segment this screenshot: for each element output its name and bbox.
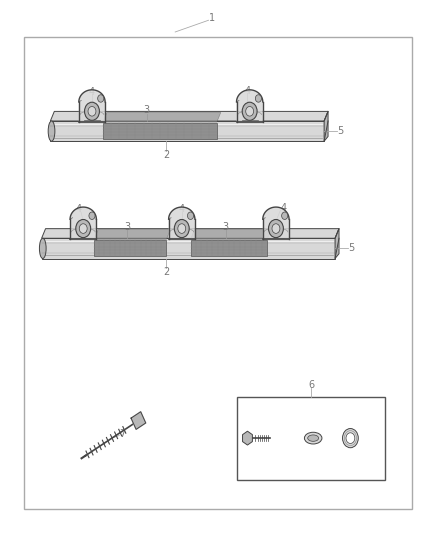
Text: 4: 4 — [179, 204, 185, 214]
Text: 2: 2 — [163, 267, 170, 277]
Circle shape — [174, 220, 189, 238]
Text: 4: 4 — [281, 203, 287, 213]
Text: 4: 4 — [244, 86, 251, 95]
Polygon shape — [70, 207, 96, 239]
Text: 6: 6 — [308, 380, 314, 390]
Circle shape — [79, 224, 87, 233]
Circle shape — [272, 224, 280, 233]
Polygon shape — [169, 207, 195, 239]
Polygon shape — [42, 229, 339, 238]
Text: 4: 4 — [76, 204, 82, 214]
Circle shape — [85, 102, 99, 120]
Polygon shape — [335, 229, 339, 259]
Circle shape — [242, 102, 257, 120]
Polygon shape — [94, 240, 166, 256]
Circle shape — [255, 95, 261, 102]
Polygon shape — [263, 207, 289, 239]
Text: 1: 1 — [208, 13, 215, 23]
Ellipse shape — [39, 238, 46, 259]
FancyBboxPatch shape — [24, 37, 412, 509]
Polygon shape — [131, 411, 146, 430]
Circle shape — [187, 212, 194, 220]
Circle shape — [98, 95, 104, 102]
Ellipse shape — [307, 435, 318, 441]
Circle shape — [268, 220, 283, 238]
Text: 4: 4 — [89, 87, 95, 96]
Circle shape — [282, 212, 288, 220]
Polygon shape — [50, 121, 324, 141]
Polygon shape — [79, 90, 105, 122]
Polygon shape — [50, 111, 328, 121]
Text: 2: 2 — [163, 150, 170, 159]
Polygon shape — [191, 240, 267, 256]
Polygon shape — [94, 230, 170, 239]
Polygon shape — [103, 123, 217, 139]
Text: 5: 5 — [338, 126, 344, 136]
Circle shape — [246, 107, 254, 116]
Circle shape — [343, 429, 358, 448]
Polygon shape — [103, 112, 221, 122]
Ellipse shape — [48, 121, 55, 141]
Polygon shape — [243, 431, 252, 445]
Polygon shape — [42, 238, 335, 259]
Circle shape — [89, 212, 95, 220]
Polygon shape — [191, 230, 271, 239]
Text: 7: 7 — [120, 430, 126, 439]
Circle shape — [178, 224, 186, 233]
Ellipse shape — [304, 432, 322, 444]
Circle shape — [88, 107, 96, 116]
Circle shape — [346, 433, 355, 443]
Circle shape — [76, 220, 91, 238]
Text: 3: 3 — [124, 222, 130, 232]
FancyBboxPatch shape — [237, 397, 385, 480]
Polygon shape — [324, 111, 328, 141]
Text: 5: 5 — [349, 244, 355, 253]
Text: 3: 3 — [223, 222, 229, 231]
Polygon shape — [237, 90, 263, 122]
Text: 3: 3 — [144, 106, 150, 115]
